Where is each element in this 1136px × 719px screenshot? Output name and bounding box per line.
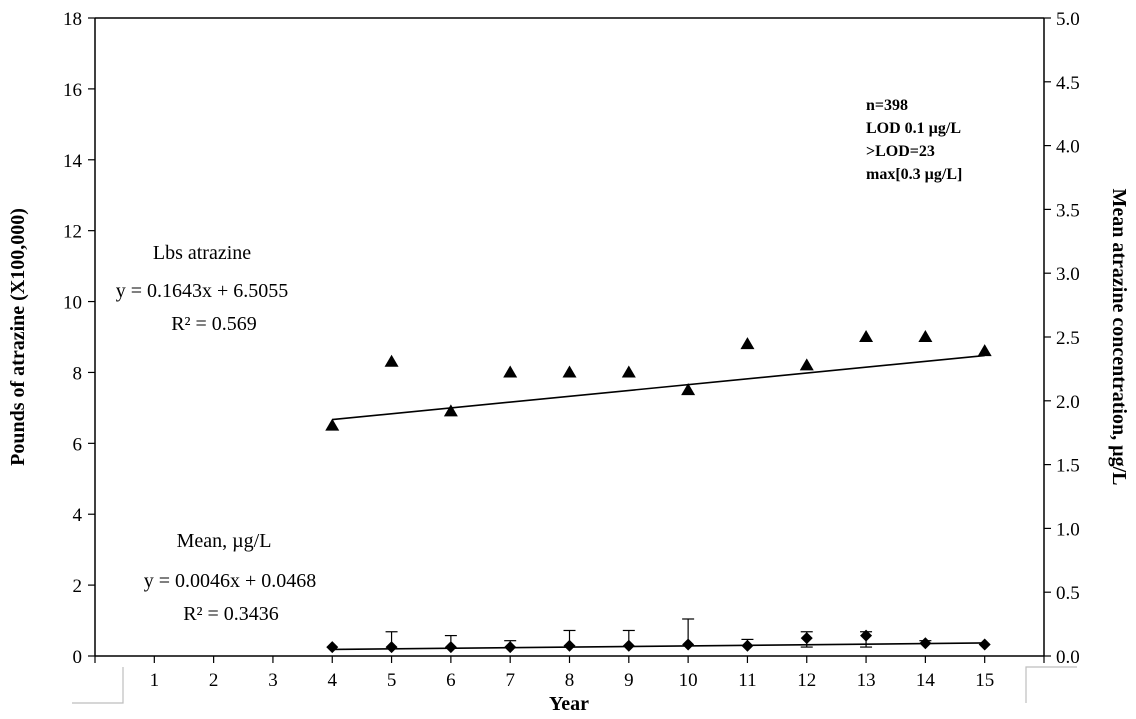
x-tick-label: 13 xyxy=(857,670,876,691)
diamond-marker xyxy=(326,641,339,654)
diamond-marker xyxy=(919,637,932,650)
y-tick-label-left: 8 xyxy=(73,363,83,384)
y-tick-label-right: 3.5 xyxy=(1056,200,1080,221)
y-axis-title-left: Pounds of atrazine (X100,000) xyxy=(7,208,29,466)
x-tick-label: 2 xyxy=(209,670,219,691)
lbs-annotation-r2: R² = 0.569 xyxy=(171,313,257,335)
y-tick-label-right: 5.0 xyxy=(1056,9,1080,30)
triangle-marker xyxy=(918,330,933,342)
lbs-annotation-equation: y = 0.1643x + 6.5055 xyxy=(116,280,289,302)
x-axis-title: Year xyxy=(549,693,589,715)
trendline-diamond xyxy=(332,642,985,651)
stats-box: n=398 LOD 0.1 µg/L >LOD=23 max[0.3 µg/L] xyxy=(866,97,962,183)
mean-annotation-r2: R² = 0.3436 xyxy=(183,603,279,625)
diamond-marker xyxy=(800,632,813,645)
y-tick-label-right: 1.5 xyxy=(1056,456,1080,477)
x-tick-label: 6 xyxy=(446,670,456,691)
y-tick-label-left: 6 xyxy=(73,434,83,455)
x-tick-label: 3 xyxy=(268,670,278,691)
triangle-marker xyxy=(859,330,874,342)
x-tick-label: 14 xyxy=(916,670,936,691)
diamond-marker xyxy=(444,641,457,654)
diamond-marker xyxy=(563,639,576,652)
x-tick-label: 1 xyxy=(150,670,160,691)
y-tick-label-right: 1.0 xyxy=(1056,519,1080,540)
x-tick-label: 9 xyxy=(624,670,634,691)
triangle-marker xyxy=(503,365,518,378)
y-tick-label-right: 0.0 xyxy=(1056,647,1080,668)
mean-annotation-equation: y = 0.0046x + 0.0468 xyxy=(144,570,317,592)
x-tick-label: 4 xyxy=(328,670,338,691)
stats-line: n=398 xyxy=(866,97,908,114)
triangle-marker xyxy=(621,365,636,378)
y-axis-title-right: Mean atrazine concentration, µg/L xyxy=(1108,188,1130,485)
y-tick-label-left: 4 xyxy=(73,505,83,526)
corner-bracket-right xyxy=(1025,666,1077,703)
x-tick-label: 15 xyxy=(975,670,994,691)
y-tick-label-right: 4.0 xyxy=(1056,137,1080,158)
triangle-marker xyxy=(799,358,814,371)
y-tick-label-left: 16 xyxy=(63,80,82,101)
corner-bracket-left xyxy=(72,667,124,704)
y-tick-label-right: 4.5 xyxy=(1056,73,1080,94)
y-tick-label-right: 3.0 xyxy=(1056,264,1080,285)
triangle-marker xyxy=(384,354,399,367)
y-tick-label-left: 14 xyxy=(63,151,83,172)
trendline-triangle xyxy=(332,354,985,421)
x-tick-label: 12 xyxy=(797,670,816,691)
x-tick-label: 11 xyxy=(738,670,756,691)
triangle-marker xyxy=(562,365,577,378)
mean-annotation-title: Mean, µg/L xyxy=(177,530,272,552)
triangle-marker xyxy=(740,337,755,350)
stats-line: LOD 0.1 µg/L xyxy=(866,120,961,137)
y-tick-label-left: 0 xyxy=(73,647,83,668)
data-markers xyxy=(325,330,992,654)
diamond-marker xyxy=(682,638,695,651)
lbs-annotation-title: Lbs atrazine xyxy=(153,242,251,264)
y-tick-label-right: 0.5 xyxy=(1056,583,1080,604)
trendlines xyxy=(332,354,985,651)
y-tick-label-left: 2 xyxy=(73,576,83,597)
stats-line: >LOD=23 xyxy=(866,143,935,160)
y-tick-label-left: 10 xyxy=(63,293,82,314)
y-tick-label-left: 12 xyxy=(63,222,82,243)
x-tick-label: 5 xyxy=(387,670,397,691)
y-tick-label-right: 2.5 xyxy=(1056,328,1080,349)
triangle-marker xyxy=(681,383,696,396)
diamond-marker xyxy=(860,629,873,642)
y-tick-label-left: 18 xyxy=(63,9,82,30)
stats-line: max[0.3 µg/L] xyxy=(866,166,962,183)
diamond-marker xyxy=(741,639,754,652)
diamond-marker xyxy=(978,638,991,651)
diamond-marker xyxy=(385,641,398,654)
error-bars xyxy=(385,618,932,648)
triangle-marker xyxy=(977,344,992,357)
triangle-marker xyxy=(325,418,340,431)
x-tick-label: 10 xyxy=(679,670,698,691)
x-tick-label: 7 xyxy=(505,670,515,691)
diamond-marker xyxy=(622,639,635,652)
axis-ticks: 1 2 3 4 5 6 7 8 9 10 11 12 13 14 150246810121416180.00… xyxy=(63,9,1080,691)
diamond-marker xyxy=(504,641,517,654)
triangle-marker xyxy=(443,404,458,417)
x-tick-label: 8 xyxy=(565,670,575,691)
y-tick-label-right: 2.0 xyxy=(1056,392,1080,413)
